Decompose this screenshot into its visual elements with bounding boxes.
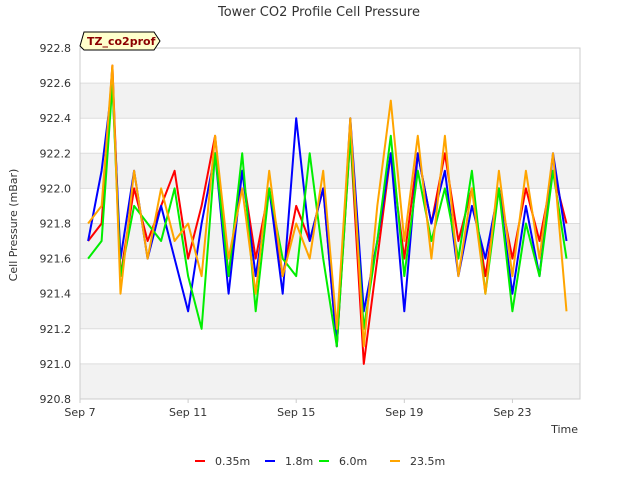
- y-tick-label: 921.8: [40, 218, 72, 231]
- y-tick-label: 922.6: [40, 77, 72, 90]
- badge-label: TZ_co2prof: [87, 35, 156, 48]
- legend-label: 0.35m: [215, 455, 250, 468]
- legend-label: 1.8m: [285, 455, 313, 468]
- grid-band: [80, 83, 580, 119]
- y-tick-label: 921.6: [40, 253, 72, 266]
- y-axis-title: Cell Pressure (mBar): [7, 169, 20, 282]
- series-line-1: [87, 82, 568, 348]
- grid-bands: [80, 83, 580, 399]
- series-lines: [87, 64, 568, 365]
- x-axis-title: Time: [550, 423, 578, 436]
- y-tick-label: 922.4: [40, 112, 72, 125]
- y-tick-label: 922.0: [40, 182, 72, 195]
- y-tick-label: 920.8: [40, 393, 72, 406]
- x-axis: Sep 7 Sep 11 Sep 15 Sep 19 Sep 23: [64, 399, 532, 419]
- legend: 0.35m 1.8m 6.0m 23.5m: [195, 455, 445, 468]
- grid-band: [80, 363, 580, 399]
- x-tick-label: Sep 19: [385, 406, 423, 419]
- x-tick-label: Sep 7: [64, 406, 95, 419]
- y-tick-label: 921.0: [40, 358, 72, 371]
- chart-title: Tower CO2 Profile Cell Pressure: [217, 5, 420, 20]
- x-tick-label: Sep 15: [277, 406, 315, 419]
- site-badge: TZ_co2prof: [79, 31, 161, 51]
- y-tick-label: 921.4: [40, 288, 72, 301]
- plot-frame: [79, 47, 581, 400]
- y-tick-label: 922.2: [40, 147, 72, 160]
- x-tick-label: Sep 23: [493, 406, 531, 419]
- x-tick-label: Sep 11: [169, 406, 207, 419]
- y-tick-label: 921.2: [40, 323, 72, 336]
- series-line-3: [87, 64, 568, 348]
- y-axis: 920.8 921.0 921.2 921.4 921.6 921.8 922.0 922.2…: [40, 42, 72, 406]
- y-tick-label: 922.8: [40, 42, 72, 55]
- legend-label: 6.0m: [339, 455, 367, 468]
- legend-label: 23.5m: [410, 455, 445, 468]
- grid-band: [80, 153, 580, 189]
- badge-shape: [79, 31, 161, 51]
